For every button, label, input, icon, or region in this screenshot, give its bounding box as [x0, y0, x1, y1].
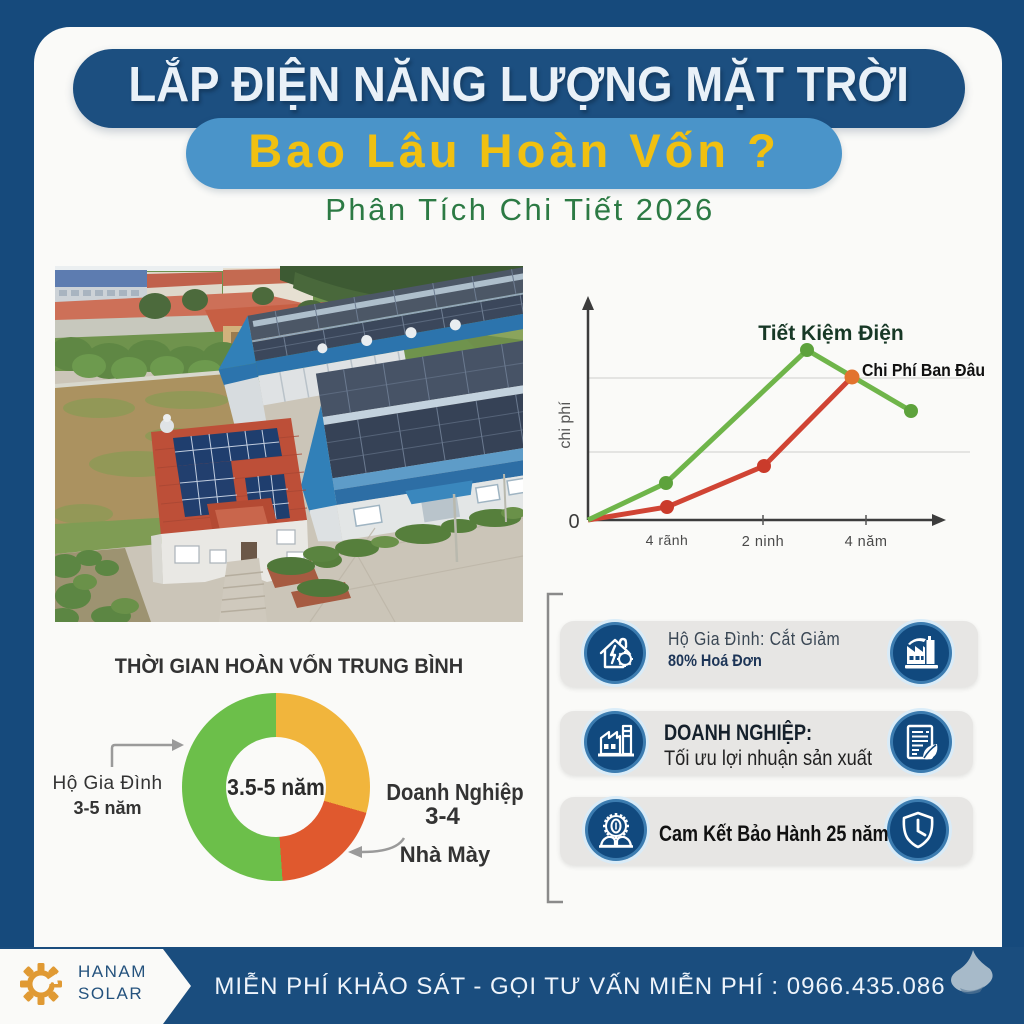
svg-text:Tiết Kiệm Điện: Tiết Kiệm Điện: [758, 322, 903, 345]
svg-text:4 năm: 4 năm: [845, 534, 888, 550]
svg-text:chi phí: chi phí: [557, 401, 574, 449]
svg-text:Chi Phí Ban Đâu: Chi Phí Ban Đâu: [862, 360, 985, 380]
svg-text:2 ninh: 2 ninh: [742, 534, 785, 550]
svg-text:4 rãnh: 4 rãnh: [646, 532, 689, 548]
svg-text:0: 0: [568, 511, 579, 533]
